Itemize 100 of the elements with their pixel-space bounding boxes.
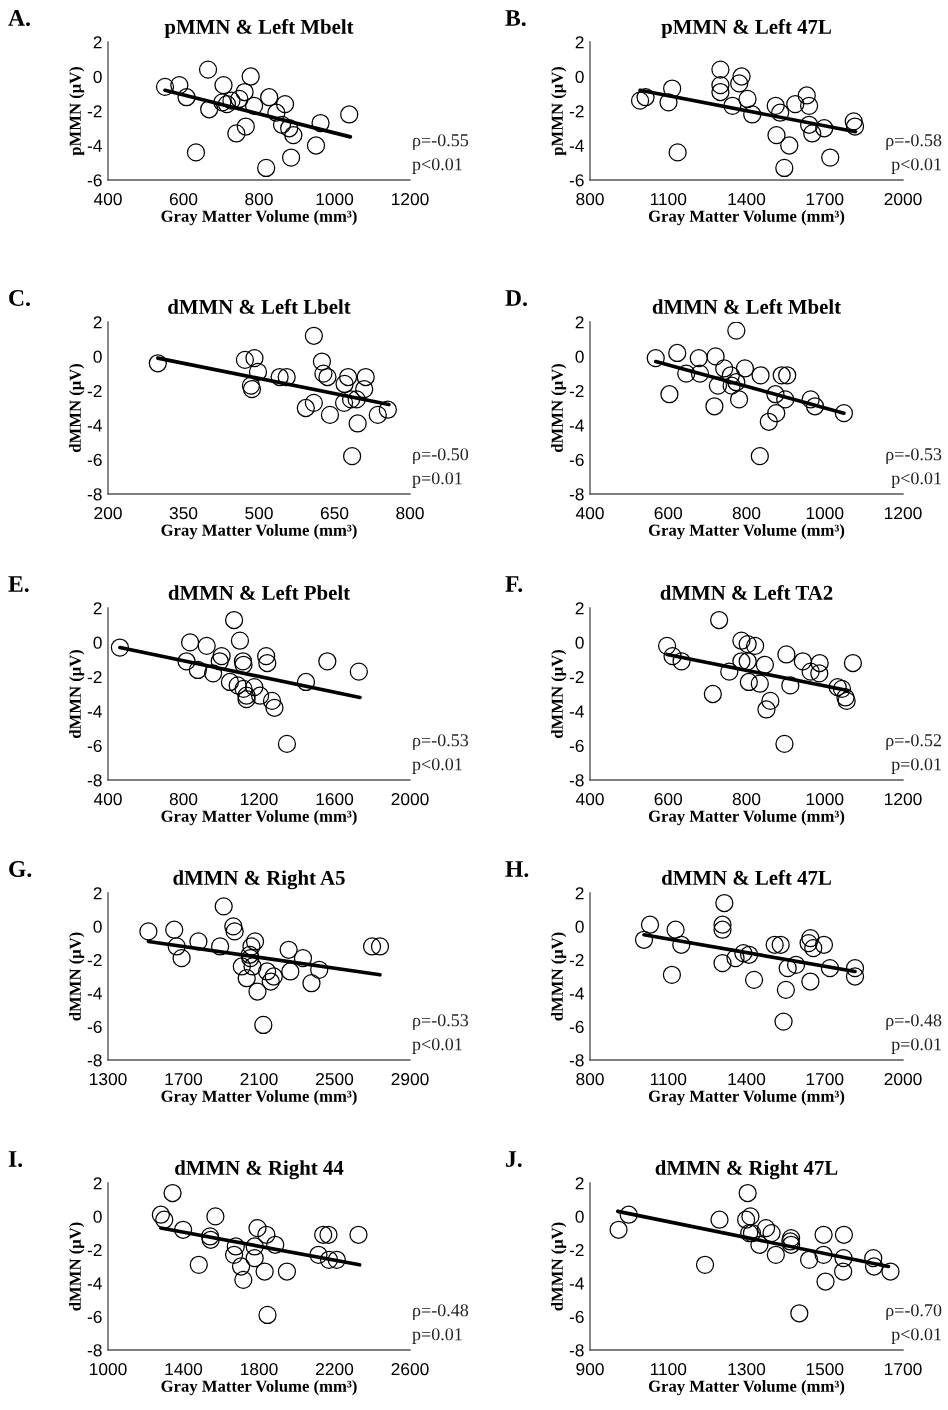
x-tick-label: 1400: [728, 192, 766, 206]
x-tick-label: 400: [93, 792, 122, 806]
x-tick-label: 1000: [316, 192, 354, 206]
x-tick-label: 1200: [885, 792, 922, 806]
chart-title: pMMN & Left Mbelt: [164, 19, 354, 39]
x-tick-label: 1300: [728, 1362, 766, 1376]
y-axis-title: pMMN (μV): [551, 66, 567, 156]
y-tick-label: 0: [575, 636, 584, 649]
text: p=0.01: [412, 1328, 462, 1344]
x-tick-label: 1200: [392, 192, 429, 206]
x-tick-label: 1200: [885, 506, 922, 520]
y-tick-label: 2: [575, 602, 584, 615]
x-tick-label: 800: [576, 192, 604, 206]
x-axis-title: Gray Matter Volume (mm³): [161, 810, 357, 826]
text: ρ=-0.48: [413, 1304, 469, 1320]
x-tick-label: 1700: [165, 1072, 203, 1086]
y-tick-label: -6: [569, 453, 584, 467]
text: H.: [505, 861, 529, 878]
y-tick-label: -6: [87, 453, 102, 467]
x-tick-label: 1600: [316, 792, 354, 806]
text: p<0.01: [412, 158, 462, 174]
y-tick-label: -8: [569, 774, 584, 787]
y-tick-label: -6: [569, 174, 584, 187]
y-tick-label: -4: [569, 987, 584, 1000]
y-tick-label: -2: [87, 384, 102, 398]
y-tick-label: -4: [569, 419, 584, 432]
x-tick-label: 800: [396, 506, 424, 520]
annotation: p=0.01: [891, 758, 941, 774]
y-tick-label: -2: [569, 105, 584, 118]
y-tick-label: 0: [93, 636, 102, 649]
x-axis-title: Gray Matter Volume (mm³): [648, 210, 845, 226]
y-tick-label: 0: [93, 920, 102, 933]
annotation: ρ=-0.48: [886, 1014, 942, 1030]
text: B.: [505, 10, 526, 27]
y-tick-label: 2: [575, 1177, 584, 1190]
text: D.: [505, 290, 527, 307]
text: J.: [506, 1151, 522, 1168]
x-tick-label: 800: [245, 192, 273, 206]
annotation: ρ=-0.58: [886, 134, 942, 150]
y-axis-title: dMMN (μV): [69, 932, 85, 1021]
x-tick-label: 200: [94, 506, 122, 520]
text: p<0.01: [412, 758, 462, 774]
x-tick-label: 1000: [90, 1362, 127, 1376]
chart-title: dMMN & Left Lbelt: [168, 299, 351, 314]
y-tick-label: -6: [87, 1310, 102, 1324]
x-tick-label: 1000: [806, 792, 844, 806]
y-tick-label: -8: [569, 1344, 584, 1357]
y-tick-label: -4: [87, 139, 102, 152]
x-axis-title: Gray Matter Volume (mm³): [648, 1090, 845, 1106]
y-tick-label: 2: [93, 887, 102, 900]
chart-title: pMMN & Left 47L: [661, 19, 831, 39]
text: ρ=-0.53: [413, 1014, 469, 1030]
x-tick-label: 2100: [240, 1072, 278, 1086]
y-axis-title: dMMN (μV): [69, 649, 85, 739]
y-tick-label: -6: [569, 1310, 584, 1324]
x-tick-label: 400: [93, 192, 122, 206]
y-tick-label: 2: [575, 36, 584, 49]
y-tick-label: -8: [87, 1344, 102, 1357]
x-tick-label: 650: [320, 506, 349, 520]
y-tick-label: -2: [569, 953, 584, 967]
x-axis-title: Gray Matter Volume (mm³): [648, 524, 845, 540]
chart-title: dMMN & Left TA2: [660, 585, 833, 600]
y-axis-title: dMMN (μV): [69, 1222, 85, 1311]
chart-title: dMMN & Right A5: [173, 870, 345, 890]
x-tick-label: 1700: [806, 192, 844, 206]
x-tick-label: 2200: [316, 1362, 354, 1376]
y-axis-title: dMMN (μV): [69, 363, 85, 453]
x-tick-label: 1700: [806, 1072, 844, 1086]
y-tick-label: -6: [87, 1020, 102, 1034]
x-tick-label: 1400: [728, 1072, 766, 1086]
x-tick-label: 800: [169, 792, 198, 806]
text: p<0.01: [412, 1038, 462, 1054]
x-tick-label: 600: [169, 192, 198, 206]
text: ρ=-0.50: [413, 448, 469, 464]
text: C.: [9, 290, 30, 307]
y-tick-label: 2: [93, 36, 102, 49]
y-tick-label: -4: [569, 705, 584, 718]
annotation: p<0.01: [891, 472, 941, 488]
x-tick-label: 2000: [884, 1072, 922, 1086]
annotation: p<0.01: [891, 1328, 941, 1344]
chart-title: dMMN & Left Mbelt: [652, 299, 841, 314]
x-tick-label: 400: [575, 792, 604, 806]
x-tick-label: 1400: [165, 1362, 203, 1376]
text: ρ=-0.55: [413, 134, 469, 150]
y-tick-label: -8: [87, 1054, 102, 1067]
x-tick-label: 2000: [884, 192, 922, 206]
annotation: ρ=-0.70: [886, 1304, 942, 1320]
x-tick-label: 800: [732, 506, 761, 520]
y-tick-label: -8: [569, 488, 584, 501]
x-tick-label: 1300: [90, 1072, 127, 1086]
x-tick-label: 1100: [650, 1362, 687, 1376]
x-tick-label: 600: [654, 792, 683, 806]
y-axis-title: dMMN (μV): [551, 363, 567, 453]
x-tick-label: 1700: [885, 1362, 922, 1376]
annotation: ρ=-0.53: [886, 448, 942, 464]
x-axis-title: Gray Matter Volume (mm³): [161, 210, 357, 226]
y-tick-label: -4: [569, 1277, 584, 1290]
y-tick-label: 0: [93, 350, 102, 363]
y-tick-label: -6: [569, 1020, 584, 1034]
y-tick-label: 2: [93, 602, 102, 615]
